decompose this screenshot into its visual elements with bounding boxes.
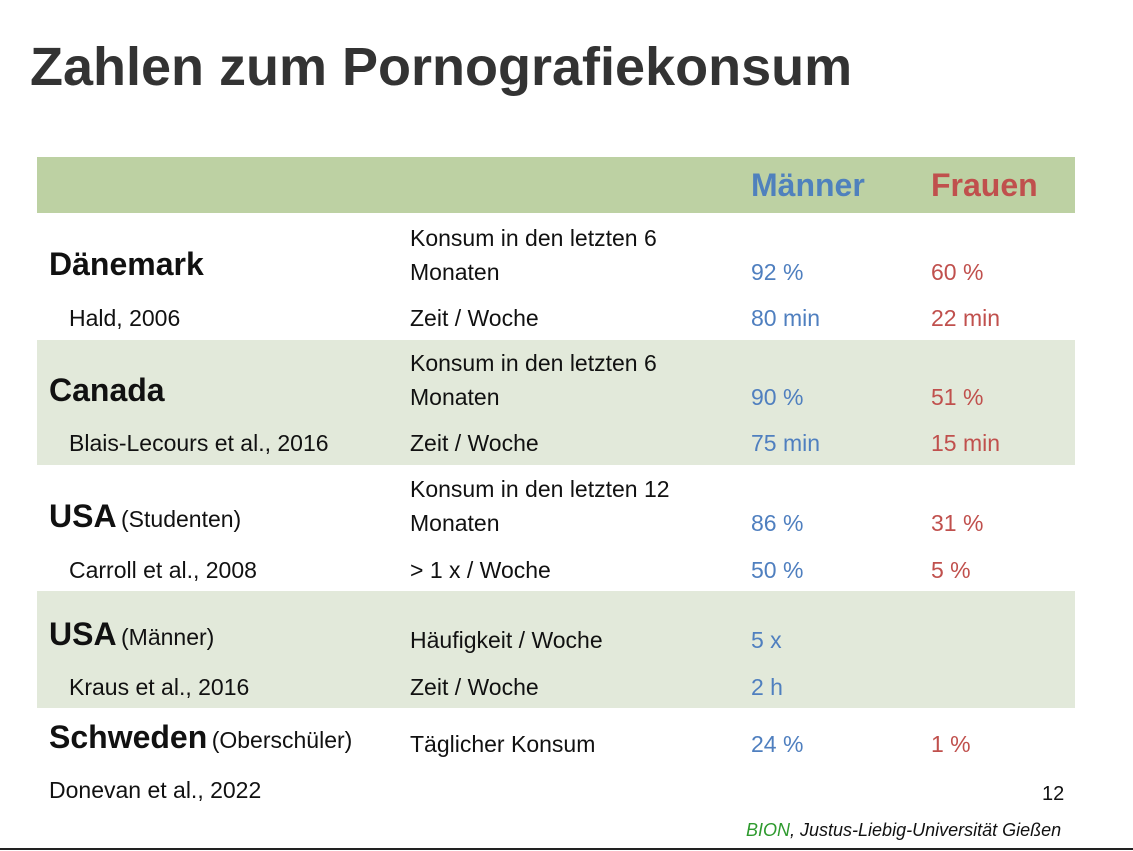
country-cell: Canada [49, 372, 165, 409]
slide-title: Zahlen zum Pornografiekonsum [30, 37, 853, 97]
country: Dänemark [49, 246, 204, 282]
men-value: 75 min [751, 430, 821, 456]
measure: Zeit / Woche [410, 430, 539, 456]
men-value: 86 % [751, 510, 804, 536]
source: Carroll et al., 2008 [69, 557, 257, 583]
source: Blais-Lecours et al., 2016 [69, 430, 329, 456]
country: Canada [49, 372, 165, 408]
qualifier: (Studenten) [121, 506, 242, 532]
university: , Justus-Liebig-Universität Gießen [790, 820, 1062, 840]
country: USA [49, 498, 117, 534]
footer-credit: BION, Justus-Liebig-Universität Gießen [746, 820, 1061, 841]
country: Schweden [49, 719, 208, 755]
qualifier: (Oberschüler) [211, 727, 353, 753]
country: USA [49, 616, 117, 652]
women-value: 1 % [931, 731, 971, 757]
women-value: 60 % [931, 259, 984, 285]
measure: Zeit / Woche [410, 305, 539, 331]
measure: Häufigkeit / Woche [410, 627, 603, 653]
men-value: 92 % [751, 259, 804, 285]
qualifier: (Männer) [121, 624, 215, 650]
women-value: 51 % [931, 384, 984, 410]
source: Kraus et al., 2016 [69, 674, 250, 700]
women-value: 22 min [931, 305, 1001, 331]
measure: Zeit / Woche [410, 674, 539, 700]
country-cell: USA (Studenten) [49, 498, 241, 535]
men-value: 90 % [751, 384, 804, 410]
country-cell: Dänemark [49, 246, 204, 283]
header-men: Männer [751, 167, 865, 203]
women-value: 5 % [931, 557, 971, 583]
page-number: 12 [1042, 783, 1065, 805]
measure: Täglicher Konsum [410, 731, 596, 757]
measure: Konsum in den letzten 6 Monaten [410, 350, 657, 410]
org: BION [746, 820, 791, 840]
bottom-rule [0, 848, 1133, 850]
row-band [37, 340, 1075, 465]
source: Donevan et al., 2022 [49, 777, 262, 803]
header-band [37, 157, 1075, 213]
women-value: 31 % [931, 510, 984, 536]
header-women: Frauen [931, 167, 1038, 203]
measure: > 1 x / Woche [410, 557, 551, 583]
row-band [37, 591, 1075, 708]
men-value: 50 % [751, 557, 804, 583]
men-value: 80 min [751, 305, 821, 331]
country-cell: USA (Männer) [49, 616, 214, 653]
country-cell: Schweden (Oberschüler) [49, 719, 352, 756]
women-value: 15 min [931, 430, 1001, 456]
measure: Konsum in den letzten 12 Monaten [410, 476, 670, 536]
men-value: 2 h [751, 674, 783, 700]
source: Hald, 2006 [69, 305, 181, 331]
men-value: 5 x [751, 627, 782, 653]
measure: Konsum in den letzten 6 Monaten [410, 225, 657, 285]
men-value: 24 % [751, 731, 804, 757]
